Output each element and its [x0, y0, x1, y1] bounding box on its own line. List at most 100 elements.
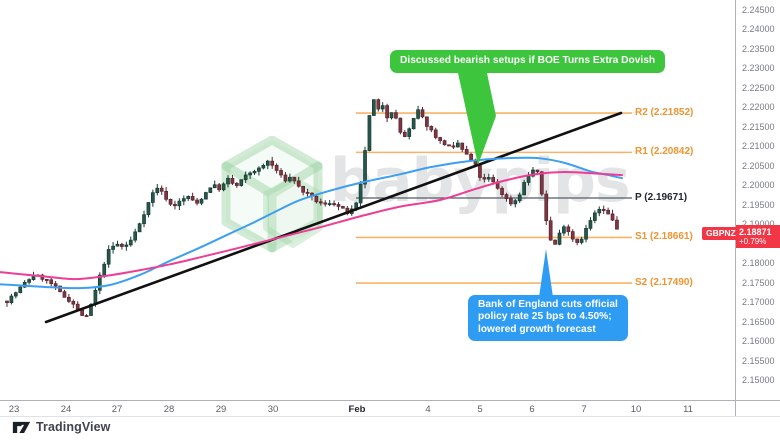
- candle: [155, 187, 160, 194]
- change-percent: +0.79%: [739, 237, 767, 246]
- candle: [58, 285, 62, 293]
- candle: [120, 243, 124, 247]
- candle: [168, 198, 173, 205]
- candle: [13, 292, 18, 297]
- time-axis[interactable]: 23 24 27 28 29 30 Feb 4 5 6 7 10 11: [0, 401, 780, 416]
- candle: [173, 203, 177, 207]
- candle: [102, 263, 107, 276]
- candle: [239, 179, 244, 186]
- candle: [509, 198, 513, 205]
- candle: [230, 177, 235, 184]
- candle: [566, 226, 571, 232]
- candle: [226, 177, 230, 185]
- candle: [615, 219, 619, 230]
- candle: [416, 109, 420, 119]
- candle: [380, 105, 385, 110]
- time-tick-label: 10: [630, 404, 642, 415]
- tradingview-icon: [12, 421, 31, 434]
- candle: [367, 115, 372, 151]
- rising-trendline[interactable]: [44, 111, 623, 324]
- candle: [372, 99, 376, 116]
- time-tick-label: 28: [163, 404, 175, 415]
- candle: [358, 183, 363, 204]
- callout-boe-rate-cut-text: Bank of England cuts official policy rat…: [478, 299, 618, 335]
- time-tick-label: 7: [581, 404, 587, 415]
- candle: [159, 187, 164, 192]
- time-tick-label: Feb: [348, 404, 366, 415]
- time-tick-label: 11: [683, 404, 693, 415]
- candle: [164, 190, 168, 200]
- candle: [402, 131, 407, 137]
- blue-ma[interactable]: [0, 156, 623, 290]
- candle: [137, 223, 142, 233]
- pivot-label-S2: S2 (2.17490): [635, 276, 693, 288]
- candle: [341, 206, 345, 209]
- time-tick-label: 5: [477, 404, 483, 415]
- candle: [111, 245, 115, 250]
- pivot-label-P: P (2.19671): [635, 191, 688, 203]
- candle: [597, 208, 602, 214]
- symbol-tag: GBPNZD: [702, 227, 746, 240]
- time-tick-label: 27: [111, 404, 123, 415]
- tradingview-label: TradingView: [36, 420, 111, 434]
- candle: [610, 213, 615, 221]
- time-tick-label: 4: [425, 404, 431, 415]
- candle: [296, 180, 301, 187]
- candle: [584, 228, 588, 240]
- candle: [323, 202, 328, 205]
- candle: [363, 150, 367, 185]
- candle: [513, 200, 518, 205]
- candle: [252, 170, 257, 174]
- price-tick-label: 2.23000: [742, 63, 775, 74]
- candle: [588, 220, 593, 229]
- candle: [288, 176, 292, 182]
- candle: [318, 201, 323, 204]
- price-tick-label: 2.18000: [742, 258, 775, 269]
- candle: [376, 99, 381, 110]
- price-tick-label: 2.19000: [742, 219, 775, 229]
- price-tick-label: 2.22500: [742, 82, 775, 93]
- candle: [385, 105, 389, 119]
- candle: [128, 239, 133, 246]
- candle: [221, 183, 226, 191]
- candle: [248, 172, 252, 176]
- callout-boe-rate-cut[interactable]: Bank of England cuts official policy rat…: [468, 295, 628, 341]
- candle: [526, 175, 531, 183]
- candle: [124, 244, 129, 247]
- candle: [469, 153, 473, 161]
- candle: [71, 301, 76, 305]
- last-price-value: 2.18871: [739, 227, 772, 237]
- candle: [579, 238, 584, 243]
- candle: [270, 160, 275, 166]
- pink-ma[interactable]: [0, 170, 623, 281]
- candle: [575, 238, 580, 243]
- tradingview-logo[interactable]: TradingView: [12, 419, 111, 435]
- candle: [548, 220, 553, 241]
- candle: [31, 275, 36, 280]
- candle: [491, 177, 496, 183]
- callout-bearish-setup[interactable]: Discussed bearish setups if BOE Turns Ex…: [390, 50, 666, 74]
- candle: [75, 303, 80, 310]
- candle: [336, 204, 341, 207]
- candle: [301, 185, 305, 193]
- price-tick-label: 2.21500: [742, 121, 775, 132]
- candle: [279, 170, 283, 176]
- price-tick-label: 2.15000: [742, 375, 775, 386]
- candle: [106, 249, 111, 265]
- candle: [455, 142, 460, 148]
- time-tick-label: 6: [529, 404, 535, 415]
- green-callout-arrow: [458, 73, 496, 165]
- candle: [44, 278, 49, 281]
- price-tick-label: 2.15500: [742, 355, 775, 366]
- price-tick-label: 2.24500: [742, 4, 775, 15]
- candle: [9, 295, 14, 304]
- pivot-label-S1: S1 (2.18661): [635, 230, 693, 242]
- candle: [97, 274, 102, 291]
- candle: [146, 202, 151, 216]
- candle: [67, 297, 71, 302]
- candle: [504, 194, 509, 199]
- candle: [442, 140, 447, 146]
- price-tick-label: 2.16500: [742, 316, 775, 327]
